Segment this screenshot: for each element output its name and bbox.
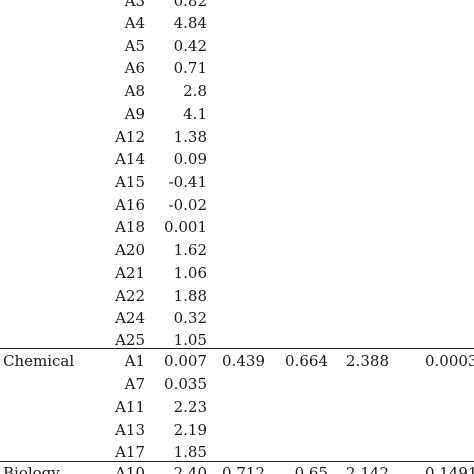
item-id: A25 — [115, 331, 145, 349]
value-cell: 2.19 — [173, 421, 207, 439]
value-cell: 0.035 — [164, 375, 207, 393]
table-row: A8 2.8 — [0, 80, 474, 102]
value-cell: 1.88 — [173, 287, 207, 305]
value-cell: 0.439 — [222, 352, 265, 370]
item-id: A3 — [124, 0, 145, 10]
item-id: A20 — [115, 241, 145, 259]
value-cell: 0.664 — [285, 352, 328, 370]
value-cell: 4.1 — [183, 105, 207, 123]
table-row: A14 0.09 — [0, 148, 474, 170]
table-row: A15 -0.41 — [0, 171, 474, 193]
item-id: A4 — [124, 14, 145, 32]
value-cell: 1.62 — [173, 241, 207, 259]
table-row: A25 1.05 — [0, 329, 474, 351]
value-cell: 2.8 — [183, 82, 207, 100]
value-cell: -0.41 — [168, 173, 207, 191]
table-row: A6 0.71 — [0, 57, 474, 79]
table-row: A12 1.38 — [0, 126, 474, 148]
value-cell: 0.001 — [164, 218, 207, 236]
value-cell: 0.0003 — [425, 352, 474, 370]
item-id: A22 — [115, 287, 145, 305]
table-row: A13 2.19 — [0, 419, 474, 441]
table-row: A9 4.1 — [0, 103, 474, 125]
value-cell: 0.712 — [222, 464, 265, 474]
value-cell: 1.85 — [173, 443, 207, 461]
value-cell: 2.388 — [346, 352, 389, 370]
table-row: Chemical A1 0.007 0.439 0.664 2.388 0.00… — [0, 350, 474, 372]
value-cell: 0.32 — [173, 309, 207, 327]
item-id: A14 — [115, 150, 145, 168]
item-id: A21 — [115, 264, 145, 282]
item-id: A13 — [115, 421, 145, 439]
table-row: A11 2.23 — [0, 396, 474, 418]
item-id: A1 — [124, 352, 145, 370]
item-id: A17 — [115, 443, 145, 461]
table-row: A18 0.001 — [0, 216, 474, 238]
value-cell: 0.65 — [294, 464, 328, 474]
value-cell: 0.82 — [173, 0, 207, 10]
table-row: A20 1.62 — [0, 239, 474, 261]
table-row: A4 4.84 — [0, 12, 474, 34]
item-id: A10 — [115, 464, 145, 474]
table-row: A22 1.88 — [0, 285, 474, 307]
table-row: A16 -0.02 — [0, 194, 474, 216]
value-cell: 2.23 — [173, 398, 207, 416]
table-row: Biology A10 2.40 0.712 0.65 2.142 0.1491 — [0, 462, 474, 474]
item-id: A12 — [115, 128, 145, 146]
value-cell: 0.007 — [164, 352, 207, 370]
value-cell: 1.05 — [173, 331, 207, 349]
item-id: A5 — [124, 37, 145, 55]
item-id: A15 — [115, 173, 145, 191]
value-cell: 1.06 — [173, 264, 207, 282]
table-row: A24 0.32 — [0, 307, 474, 329]
item-id: A8 — [124, 82, 145, 100]
value-cell: 1.38 — [173, 128, 207, 146]
value-cell: 4.84 — [173, 14, 207, 32]
item-id: A24 — [115, 309, 145, 327]
section-divider — [0, 348, 474, 349]
table-row: A7 0.035 — [0, 373, 474, 395]
item-id: A11 — [115, 398, 145, 416]
value-cell: -0.02 — [168, 196, 207, 214]
table-row: A3 0.82 — [0, 0, 474, 12]
item-id: A7 — [124, 375, 145, 393]
item-id: A9 — [124, 105, 145, 123]
table-row: A17 1.85 — [0, 441, 474, 463]
value-cell: 2.142 — [346, 464, 389, 474]
group-label: Chemical — [3, 352, 75, 370]
value-cell: 0.71 — [173, 59, 207, 77]
group-label: Biology — [3, 464, 60, 474]
value-cell: 0.1491 — [425, 464, 474, 474]
value-cell: 0.42 — [173, 37, 207, 55]
value-cell: 0.09 — [173, 150, 207, 168]
table-row: A21 1.06 — [0, 262, 474, 284]
item-id: A6 — [124, 59, 145, 77]
value-cell: 2.40 — [173, 464, 207, 474]
section-divider — [0, 461, 474, 462]
table-row: A5 0.42 — [0, 35, 474, 57]
item-id: A18 — [115, 218, 145, 236]
item-id: A16 — [115, 196, 145, 214]
